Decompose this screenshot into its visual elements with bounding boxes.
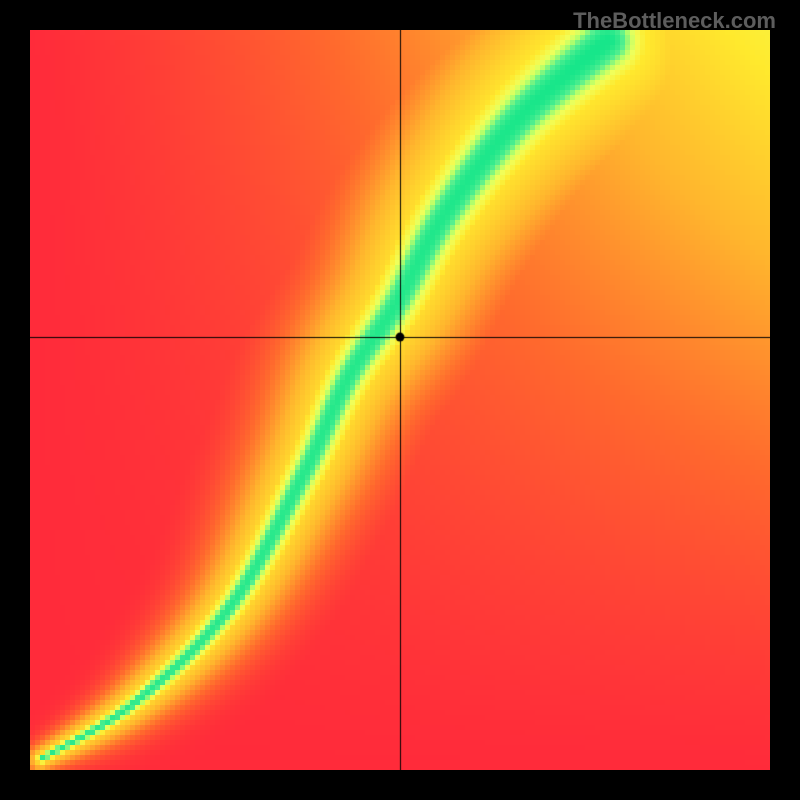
crosshair-overlay [30, 30, 770, 770]
chart-container: TheBottleneck.com [0, 0, 800, 800]
